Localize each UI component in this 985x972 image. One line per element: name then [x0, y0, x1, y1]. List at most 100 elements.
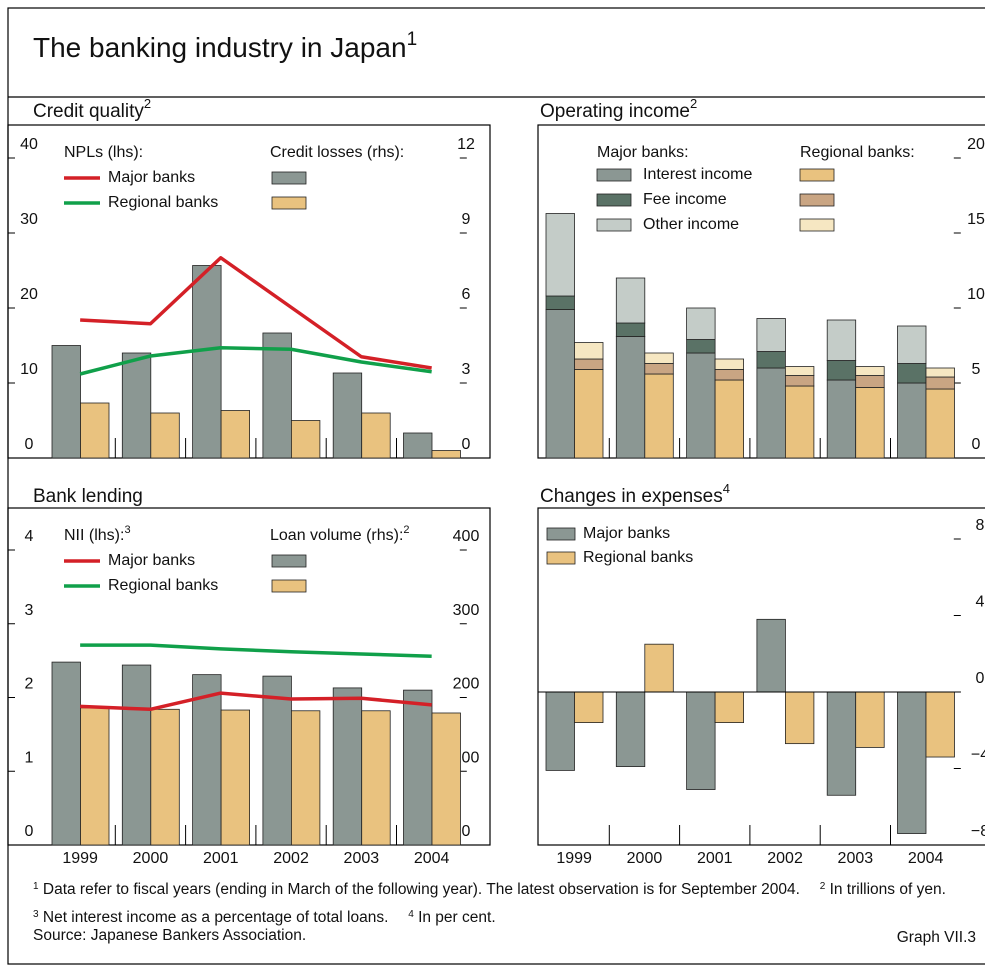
bar: [403, 432, 433, 459]
bar-segment: [545, 213, 575, 297]
y-tick-label: −8: [971, 823, 985, 840]
bar: [756, 618, 786, 693]
bar-segment: [644, 363, 674, 375]
footnote: 1 Data refer to fiscal years (ending in …: [33, 881, 800, 898]
line-series: [80, 691, 432, 712]
bar-segment: [714, 358, 744, 370]
figure-title: The banking industry in Japan1: [33, 29, 417, 63]
footnote: 2 In trillions of yen.: [820, 881, 946, 898]
panel-title-note: 2: [690, 96, 697, 111]
bar-segment: [545, 309, 575, 459]
legend-heading-note: 2: [403, 524, 409, 536]
legend-heading-note: 3: [124, 524, 130, 536]
y-tick-label: 0: [972, 436, 981, 453]
y-tick-label: 9: [462, 211, 471, 228]
y-tick-label: 20: [20, 286, 38, 303]
y-tick-label: 0: [976, 670, 985, 687]
bar-segment: [644, 352, 674, 364]
bar: [220, 709, 251, 846]
y-tick-label: 10: [967, 286, 985, 303]
footnote-text: In trillions of yen.: [829, 881, 946, 898]
legend-heading: Loan volume (rhs):2: [270, 524, 410, 544]
y-tick-label: 8: [976, 517, 985, 534]
bar-segment: [826, 360, 857, 381]
outer-frame: [7, 7, 985, 965]
footnote-text: In per cent.: [418, 909, 496, 926]
panel-title-note: 4: [723, 481, 730, 496]
y-tick-label: 4: [976, 594, 985, 611]
bar: [615, 691, 646, 767]
figure-title-note: 1: [407, 29, 418, 50]
bar-segment: [756, 351, 786, 369]
legend-swatch: [799, 168, 835, 182]
legend-swatch: [271, 579, 307, 593]
bar-segment: [644, 373, 674, 459]
panel-title-text: Credit quality: [33, 101, 144, 122]
graph-label: Graph VII.3: [897, 929, 976, 946]
bar: [51, 661, 81, 846]
x-tick-label: 2000: [627, 850, 663, 867]
y-tick-label: 5: [972, 361, 981, 378]
legend-heading: Regional banks:: [800, 144, 915, 161]
bar-segment: [756, 318, 786, 352]
footnote-mark: 1: [33, 881, 39, 892]
bar: [714, 691, 744, 724]
bar: [545, 691, 575, 771]
footnote-text: Net interest income as a percentage of t…: [42, 909, 389, 926]
legend-swatch: [799, 218, 835, 232]
legend-heading-text: NPLs (lhs):: [64, 144, 143, 161]
legend-label: Major banks: [108, 552, 195, 569]
y-tick-label: 3: [25, 602, 34, 619]
bar-segment: [615, 336, 646, 459]
y-tick-label: 0: [25, 823, 34, 840]
legend-swatch: [596, 168, 632, 182]
bar: [826, 691, 857, 796]
legend-heading: Major banks:: [597, 144, 689, 161]
legend-label: Major banks: [583, 525, 670, 542]
bar: [290, 420, 321, 459]
bar-segment: [686, 352, 716, 459]
bar-segment: [574, 369, 604, 459]
legend-heading: NPLs (lhs):: [64, 144, 143, 161]
bar: [644, 643, 674, 693]
y-tick-label: 0: [462, 436, 471, 453]
line-series: [80, 256, 432, 370]
y-tick-label: 15: [967, 211, 985, 228]
line-series: [80, 643, 432, 658]
legend-label: Regional banks: [108, 194, 218, 211]
y-tick-label: 6: [462, 286, 471, 303]
x-tick-label: 2002: [273, 850, 309, 867]
y-tick-label: 200: [453, 676, 480, 693]
bar: [574, 691, 604, 724]
bar: [431, 712, 461, 846]
bar-segment: [925, 367, 955, 378]
bar: [361, 710, 391, 846]
y-tick-label: 3: [462, 361, 471, 378]
y-tick-label: −4: [971, 747, 985, 764]
footnote: 4 In per cent.: [408, 909, 495, 926]
plot-frame: [537, 507, 985, 846]
y-tick-label: 300: [453, 602, 480, 619]
bar: [686, 691, 716, 790]
legend-swatch: [271, 554, 307, 568]
bar-segment: [574, 358, 604, 370]
y-tick-label: 4: [25, 528, 34, 545]
legend-swatch: [271, 171, 307, 185]
y-tick-label: 2: [25, 676, 34, 693]
x-tick-label: 2003: [838, 850, 874, 867]
legend-swatch: [546, 551, 576, 565]
bar: [80, 402, 110, 459]
bar: [785, 691, 815, 745]
bar-segment: [785, 385, 815, 459]
bar-segment: [574, 342, 604, 360]
x-tick-label: 1999: [62, 850, 98, 867]
bar: [220, 410, 251, 459]
legend-heading: Credit losses (rhs):: [270, 144, 404, 161]
bar: [897, 691, 927, 834]
bar: [192, 265, 222, 459]
bar-segment: [615, 322, 646, 337]
x-tick-label: 1999: [556, 850, 592, 867]
bar-segment: [714, 369, 744, 381]
legend-heading-text: Credit losses (rhs):: [270, 144, 404, 161]
